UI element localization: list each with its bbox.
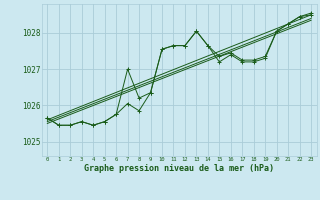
X-axis label: Graphe pression niveau de la mer (hPa): Graphe pression niveau de la mer (hPa): [84, 164, 274, 173]
